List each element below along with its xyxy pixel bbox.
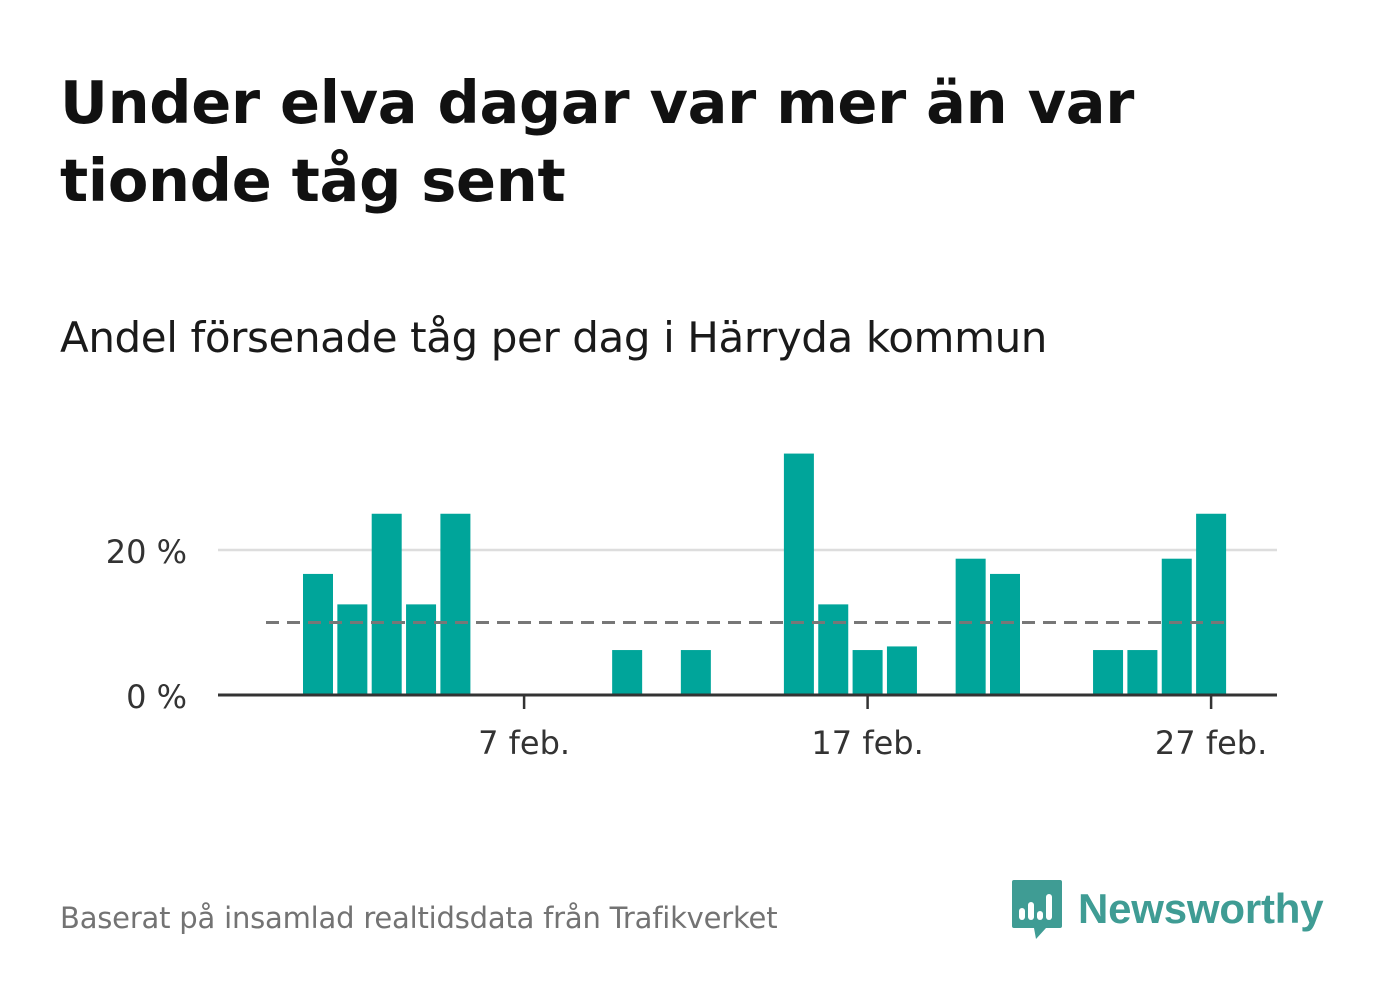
bar <box>1161 558 1192 695</box>
bar <box>406 604 437 695</box>
bar <box>990 573 1020 695</box>
bar-chart-speech-bubble-icon <box>1012 880 1062 939</box>
y-tick-label: 0 % <box>126 678 187 716</box>
bar <box>371 513 402 695</box>
bar <box>1196 513 1227 695</box>
brand-logo: Newsworthy <box>1010 876 1324 942</box>
bar <box>886 646 917 695</box>
bar <box>303 573 333 695</box>
chart-subtitle: Andel försenade tåg per dag i Härryda ko… <box>60 313 1048 362</box>
bar <box>440 513 471 695</box>
bar <box>680 650 711 695</box>
bar <box>612 650 643 695</box>
bar <box>818 604 849 695</box>
brand-name: Newsworthy <box>1078 885 1324 932</box>
x-tick-label: 27 feb. <box>1155 724 1267 762</box>
bar <box>783 453 814 695</box>
bar <box>1093 650 1124 695</box>
bar <box>337 604 368 695</box>
bar <box>955 558 986 695</box>
x-tick-label: 7 feb. <box>478 724 570 762</box>
source-note: Baserat på insamlad realtidsdata från Tr… <box>60 901 778 935</box>
bar <box>1127 650 1158 695</box>
chart-title: Under elva dagar var mer än var tionde t… <box>60 68 1135 215</box>
x-tick-label: 17 feb. <box>811 724 923 762</box>
y-tick-label: 20 % <box>106 533 187 571</box>
bar <box>852 650 883 695</box>
